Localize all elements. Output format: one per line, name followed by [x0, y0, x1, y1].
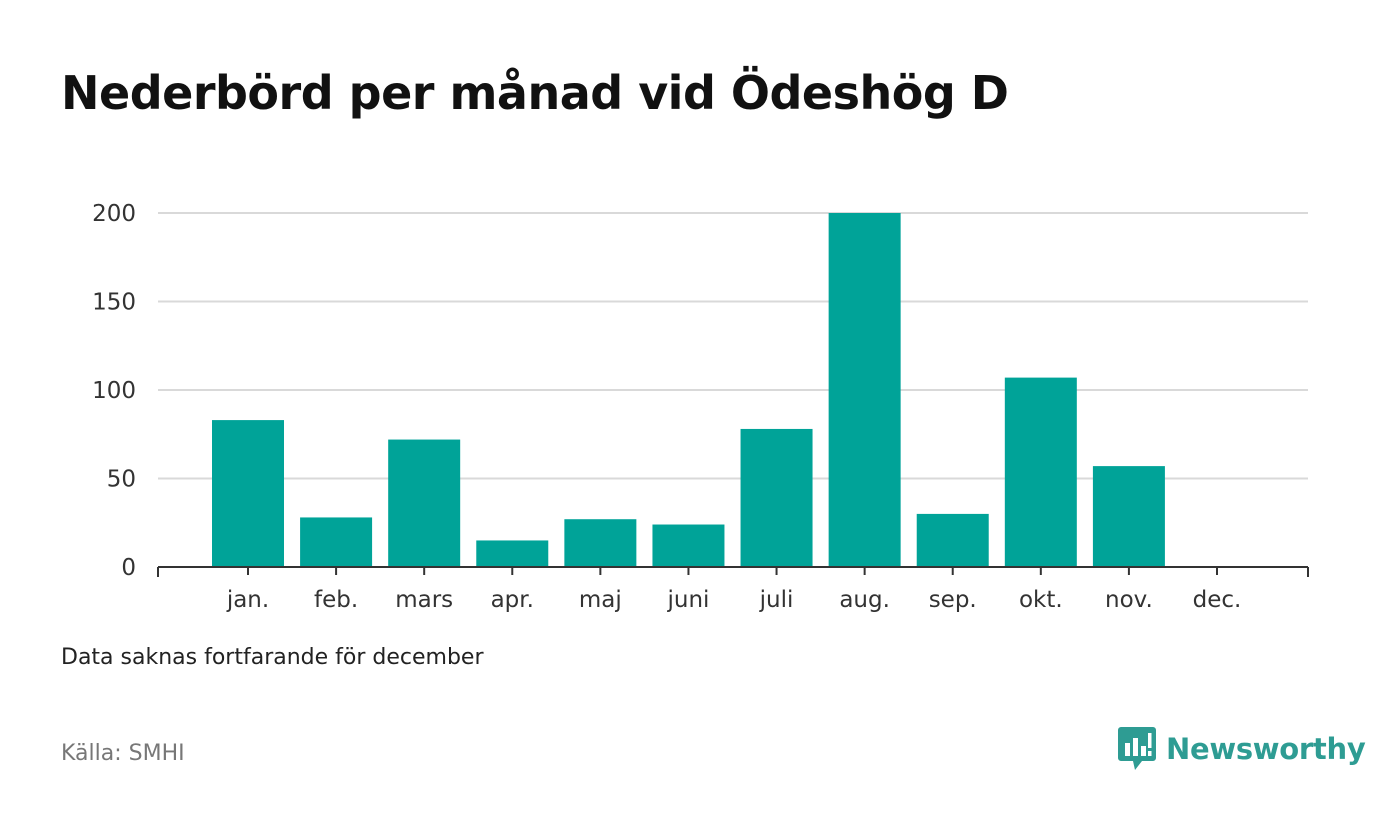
- y-tick-label: 150: [92, 290, 136, 316]
- x-tick-label: juli: [759, 587, 794, 613]
- bar-8: [916, 513, 989, 567]
- x-tick-label: nov.: [1105, 587, 1153, 613]
- y-tick-label: 100: [92, 378, 136, 404]
- bar-5: [652, 524, 725, 567]
- x-tick-label: feb.: [314, 587, 358, 613]
- y-tick-label: 200: [92, 201, 136, 227]
- x-tick-label: apr.: [491, 587, 534, 613]
- bar-10: [1092, 466, 1165, 567]
- x-tick-label: sep.: [929, 587, 977, 613]
- bar-0: [212, 420, 284, 567]
- x-tick-label: mars: [395, 587, 453, 613]
- brand-logo[interactable]: Newsworthy: [1118, 727, 1366, 771]
- x-tick-label: juni: [666, 587, 709, 613]
- newsworthy-logo-icon: [1118, 727, 1156, 770]
- y-tick-label: 50: [107, 467, 136, 493]
- chart-title: Nederbörd per månad vid Ödeshög D: [61, 66, 1009, 120]
- brand-name: Newsworthy: [1166, 732, 1366, 766]
- bar-1: [300, 517, 373, 567]
- data-note: Data saknas fortfarande för december: [61, 645, 484, 670]
- x-tick-label: okt.: [1019, 587, 1063, 613]
- source-label: Källa: SMHI: [61, 741, 185, 766]
- bar-3: [476, 540, 549, 567]
- bar-9: [1004, 377, 1077, 567]
- bar-4: [564, 519, 637, 567]
- x-tick-label: jan.: [226, 587, 269, 613]
- bar-2: [388, 439, 461, 567]
- bar-6: [740, 428, 813, 567]
- x-tick-label: dec.: [1193, 587, 1242, 613]
- bar-7: [828, 213, 901, 567]
- y-tick-label: 0: [121, 555, 136, 581]
- x-tick-label: aug.: [839, 587, 890, 613]
- x-tick-label: maj: [579, 587, 622, 613]
